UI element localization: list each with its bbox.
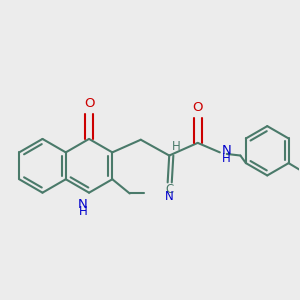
Text: N: N	[221, 144, 231, 157]
Text: N: N	[78, 198, 88, 212]
Text: N: N	[165, 190, 174, 203]
Text: H: H	[79, 205, 88, 218]
Text: O: O	[192, 101, 203, 114]
Text: O: O	[84, 97, 94, 110]
Text: C: C	[165, 183, 174, 196]
Text: H: H	[172, 140, 181, 153]
Text: H: H	[221, 152, 230, 165]
